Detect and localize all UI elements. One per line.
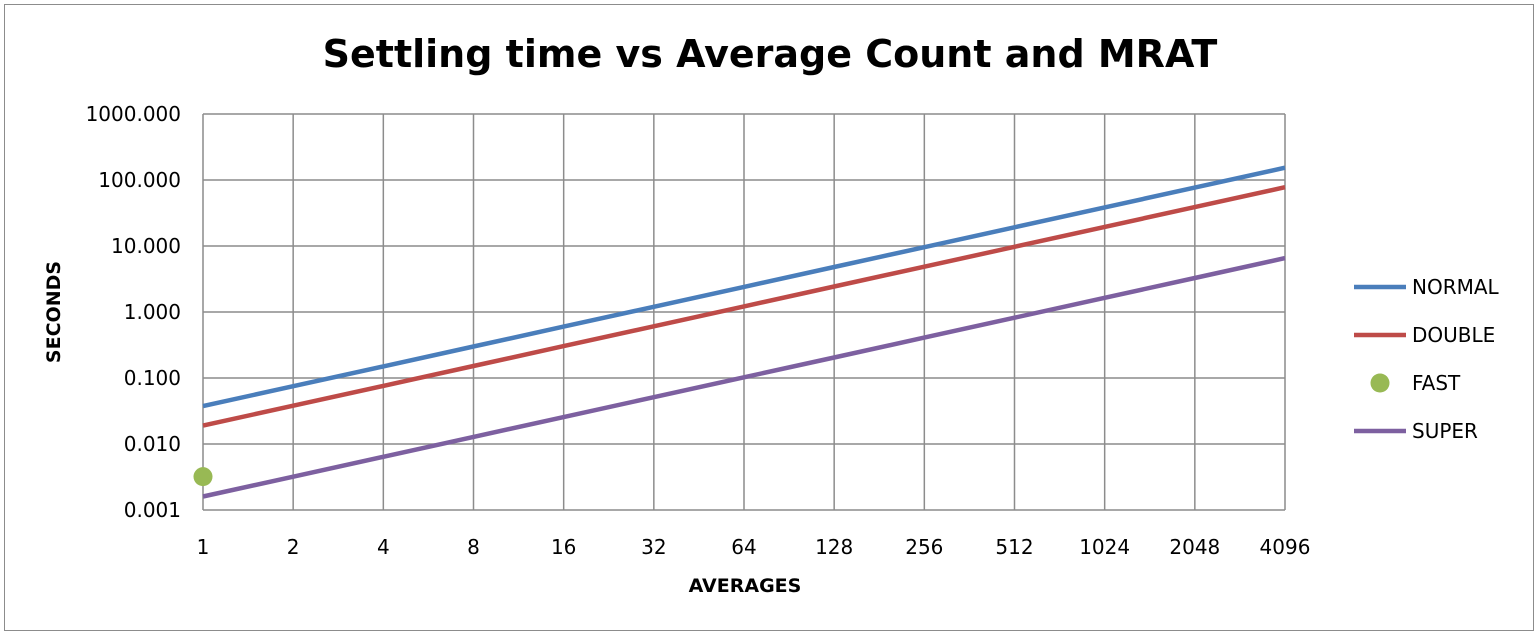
legend: NORMAL DOUBLE FAST SUPER [1354, 275, 1500, 443]
double-series-line [202, 185, 1286, 428]
x-tick-label: 256 [905, 535, 943, 559]
chart-title: Settling time vs Average Count and MRAT [323, 32, 1218, 76]
legend-fast-label: FAST [1412, 371, 1461, 395]
x-tick-label: 2048 [1169, 535, 1220, 559]
y-tick-label: 10.000 [111, 234, 181, 258]
x-tick-label: 8 [467, 535, 480, 559]
legend-double-label: DOUBLE [1412, 323, 1495, 347]
x-tick-label: 1024 [1079, 535, 1130, 559]
x-tick-label: 128 [815, 535, 853, 559]
legend-normal-label: NORMAL [1412, 275, 1500, 299]
fast-point [193, 467, 213, 487]
plot-series [193, 165, 1286, 499]
y-axis-ticks: 0.001 0.010 0.100 1.000 10.000 100.000 1000.00… [86, 102, 181, 522]
x-tick-label: 4 [377, 535, 390, 559]
normal-series-line [202, 165, 1286, 409]
y-tick-label: 100.000 [98, 168, 181, 192]
chart-border [4, 4, 1534, 631]
y-tick-label: 0.100 [124, 366, 181, 390]
x-tick-label: 16 [551, 535, 576, 559]
x-tick-label: 2 [287, 535, 300, 559]
legend-fast-swatch [1370, 373, 1390, 393]
y-tick-label: 1.000 [124, 300, 181, 324]
legend-super-label: SUPER [1412, 419, 1478, 443]
y-axis-label: SECONDS [43, 261, 65, 363]
x-tick-label: 1 [197, 535, 210, 559]
y-tick-label: 1000.000 [86, 102, 181, 126]
super-series-line [202, 255, 1286, 499]
x-tick-label: 512 [995, 535, 1033, 559]
x-tick-label: 64 [731, 535, 756, 559]
y-tick-label: 0.001 [124, 498, 181, 522]
y-tick-label: 0.010 [124, 432, 181, 456]
x-tick-label: 32 [641, 535, 666, 559]
x-axis-ticks: 1 2 4 8 16 32 64 128 256 512 1024 2048 4096 [197, 535, 1311, 559]
grid [202, 113, 1286, 511]
x-tick-label: 4096 [1260, 535, 1311, 559]
x-axis-label: AVERAGES [689, 575, 802, 597]
